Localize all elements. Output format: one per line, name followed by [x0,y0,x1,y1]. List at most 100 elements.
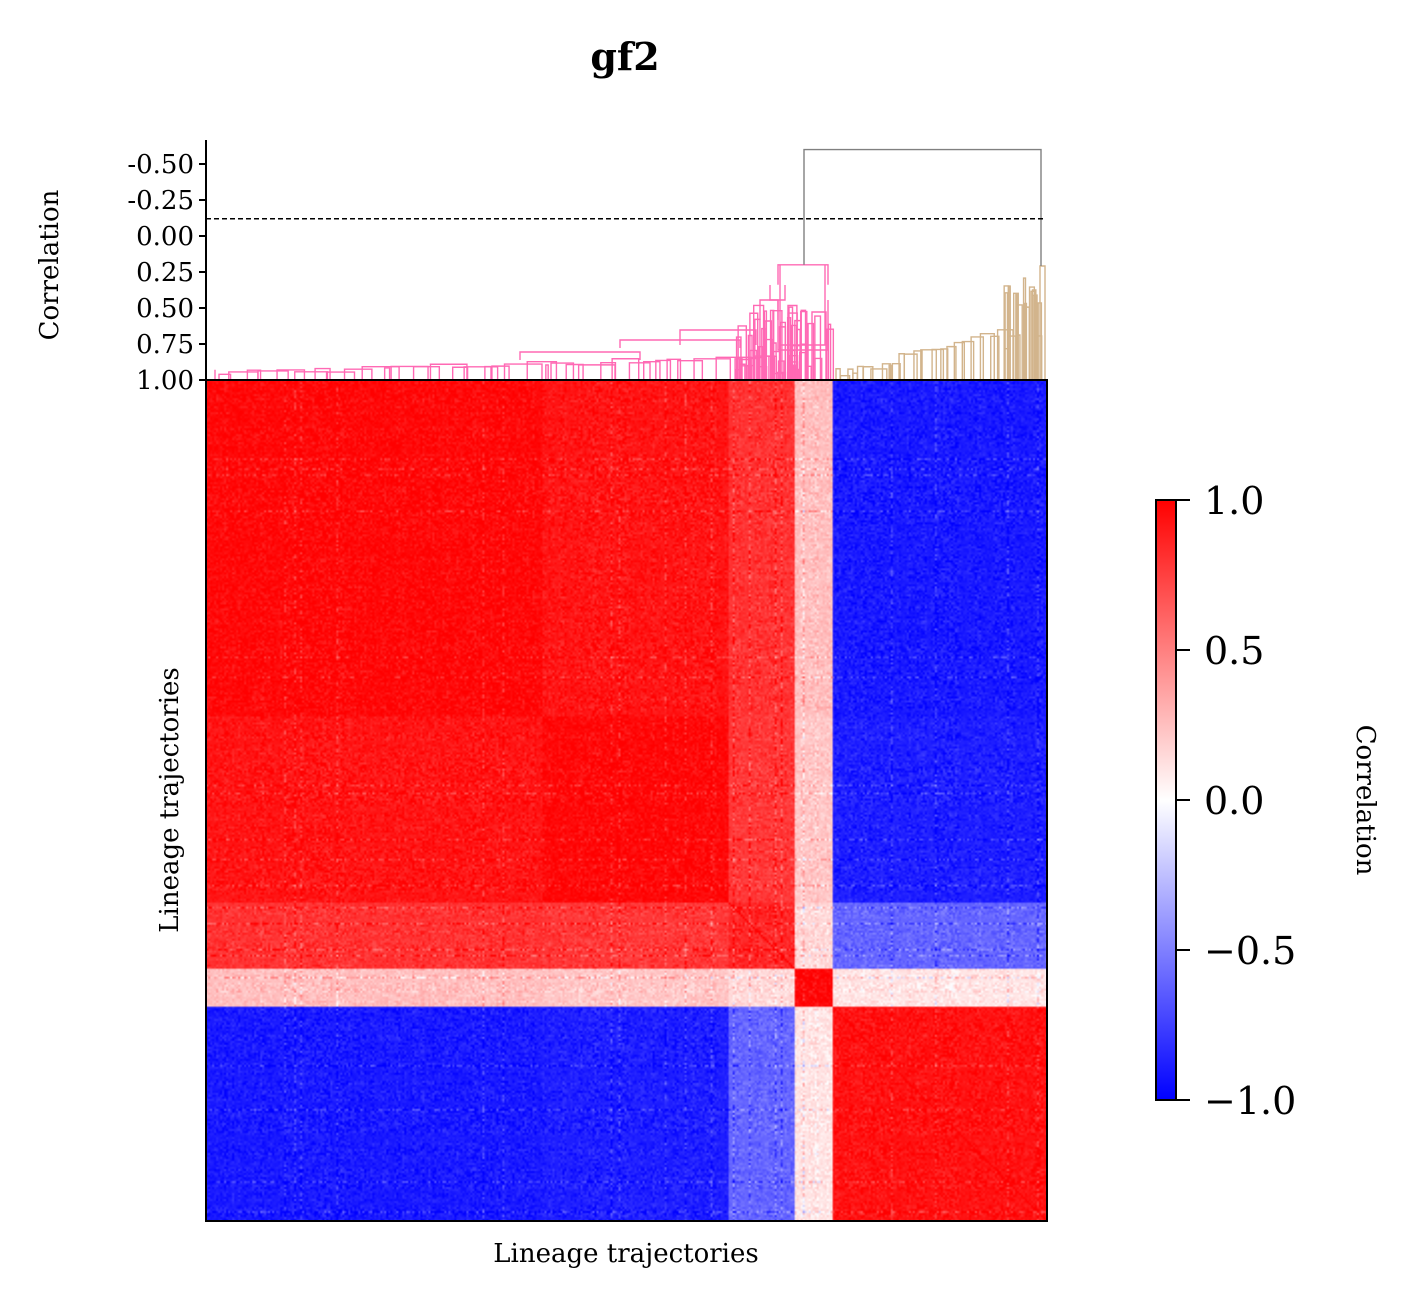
colorbar-ticks: 1.0 0.5 0.0 −0.5 −1.0 [1176,479,1296,1123]
colorbar-label: Correlation [1350,725,1380,876]
dendrogram-link [788,306,794,380]
dendrogram-link [931,348,945,380]
dendrogram-link [325,371,356,380]
dendrogram-link [611,358,640,380]
dendrogram-link [903,353,918,380]
heatmap-frame [205,379,1048,1222]
dendrogram-link [545,364,549,380]
dendrogram-link [1031,289,1037,380]
dendrogram-link [891,362,901,380]
colorbar: 1.0 0.5 0.0 −0.5 −1.0 Correlation [1155,479,1380,1123]
correlation-heatmap [206,380,1047,1221]
dendrogram-link [777,300,829,351]
dendrogram-link [827,323,832,380]
dendrogram-link [565,363,584,380]
heatmap-y-label: Lineage trajectories [155,667,185,932]
dendrogram-link [979,333,995,380]
chart-title: gf2 [590,34,659,79]
dendrogram-y-ticks: -0.50 -0.25 0.00 0.25 0.50 0.75 1.00 [127,150,206,396]
dendrogram-link [779,265,826,346]
dendrogram-tick-label: -0.50 [127,150,194,180]
dendrogram-link [1030,290,1036,380]
dendrogram-link [807,322,815,380]
dendrogram-link [1015,293,1018,380]
dendrogram-link [463,366,499,380]
dendrogram-link [412,365,441,380]
dendrogram-link [800,310,808,380]
dendrogram-link [257,370,289,380]
dendrogram-link [769,285,786,301]
dendrogram-tick-label: 0.25 [136,258,194,288]
dendrogram-link [953,341,965,380]
dendrogram-tick-label: 1.00 [136,366,194,396]
dendrogram-link [228,371,259,380]
dendrogram-link [777,360,785,380]
dendrogram-link [484,365,492,380]
dendrogram-link [759,299,779,320]
dendrogram-link [814,357,823,380]
dendrogram-link [814,315,822,380]
dendrogram-link [218,373,232,380]
dendrogram-link [361,365,400,380]
dendrogram-link [920,349,937,380]
dendrogram-y-label: Correlation [35,189,65,340]
dendrogram-link [294,371,329,380]
dendrogram-link [1039,265,1046,380]
dendrogram-link [862,366,874,380]
dendrogram-link [1004,292,1009,380]
dendrogram-link [735,336,742,380]
dendrogram-link [765,338,774,380]
dendrogram-link [383,367,391,380]
dendrogram-link [677,359,704,380]
dendrogram-links [214,148,1046,380]
dendrogram-link [666,358,682,380]
colorbar-tick-label: −1.0 [1204,1079,1296,1123]
dendrogram-link [777,264,829,285]
dendrogram-link [1023,302,1028,380]
dendrogram-link [600,361,617,380]
dendrogram-link [643,360,661,380]
dendrogram-link [503,363,543,380]
colorbar-tick-label: 0.5 [1204,629,1264,673]
dendrogram-root-link [803,148,1042,266]
dendrogram-link [847,368,854,380]
dendrogram-link [246,369,262,380]
dendrogram-tick-label: 0.00 [136,222,194,252]
dendrogram-link [839,375,851,380]
heatmap-x-label: Lineage trajectories [493,1239,758,1269]
dendrogram-link [881,363,891,380]
dendrogram-link [758,345,764,380]
dendrogram-link [679,329,757,345]
dendrogram-link [519,351,641,360]
dendrogram-link [1003,285,1010,380]
dendrogram-link [913,350,923,380]
dendrogram-link [990,335,1000,380]
dendrogram-link [343,368,373,380]
dendrogram-link [835,368,841,380]
dendrogram-link [390,365,429,380]
colorbar-tick-label: 1.0 [1204,479,1264,523]
dendrogram-link [314,367,331,380]
dendrogram-link [888,364,892,380]
dendrogram-tick-label: 0.50 [136,294,194,324]
dendrogram-link [811,311,827,380]
dendrogram-link [806,365,812,380]
colorbar-tick-label: −0.5 [1204,929,1296,973]
dendrogram-link [276,369,306,380]
dendrogram-link [779,321,787,380]
dendrogram-link [1022,277,1027,380]
dendrogram-link [451,366,469,380]
dendrogram-link [746,364,755,380]
heatmap: Lineage trajectories Lineage trajectorie… [155,379,1048,1269]
dendrogram-link [577,364,616,380]
colorbar-tick-label: 0.0 [1204,779,1264,823]
dendrogram-link [870,368,888,380]
dendrogram-link [753,304,765,380]
dendrogram-link [769,309,775,380]
dendrogram-link [526,361,558,380]
dendrogram-link [946,345,957,380]
dendrogram: -0.50 -0.25 0.00 0.25 0.50 0.75 1.00 Correlati… [35,140,1046,396]
dendrogram-link [940,348,949,380]
colorbar-gradient [1156,500,1176,1100]
